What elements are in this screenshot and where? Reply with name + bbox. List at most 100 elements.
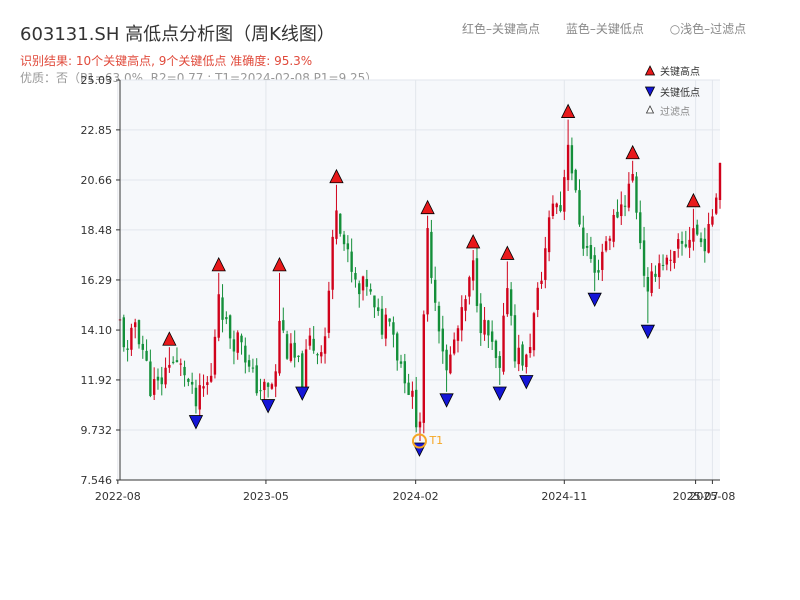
candle-body <box>574 169 577 191</box>
result-text: 识别结果: 10个关键高点, 9个关键低点 准确度: 95.3% <box>20 54 313 68</box>
candle-body <box>642 240 646 276</box>
candle-body <box>718 162 722 201</box>
key-low-marker <box>295 386 310 401</box>
candle-body <box>677 239 680 249</box>
key-high-marker <box>500 245 515 260</box>
candle-body <box>612 214 615 242</box>
candle-body <box>304 349 308 387</box>
candle-body <box>335 210 338 239</box>
candle-body <box>221 297 224 320</box>
candle-body <box>228 315 232 339</box>
candle-body <box>604 241 608 251</box>
key-high-marker <box>162 331 177 346</box>
chart-title: 603131.SH 高低点分析图（周K线图） <box>20 24 335 45</box>
candle-body <box>365 279 369 287</box>
x-tick-label: 2023-05 <box>243 490 289 503</box>
candle-body <box>168 364 171 368</box>
candle-body <box>616 211 619 218</box>
key-high-marker <box>466 234 481 249</box>
candle-body <box>517 347 520 365</box>
candle-body <box>194 387 198 407</box>
x-tick-label: 2025-08 <box>689 490 735 503</box>
candle-body <box>673 251 676 264</box>
key-high-marker <box>686 192 701 208</box>
candle-body <box>198 385 201 410</box>
candle-body <box>570 145 574 174</box>
top-legend: 红色–关键高点 蓝色–关键低点 ○浅色–过滤点 <box>462 20 746 37</box>
candle-body <box>582 227 585 249</box>
candle-body <box>430 231 433 278</box>
candle-body <box>388 318 391 322</box>
key-high-marker <box>211 256 226 272</box>
candle-body <box>597 270 600 273</box>
candle-body <box>380 308 384 335</box>
key-low-marker <box>260 399 276 414</box>
candle-body <box>278 320 281 374</box>
candle-body <box>175 360 179 363</box>
key-low-marker <box>519 375 534 390</box>
candle-body <box>494 340 498 358</box>
candle-body <box>206 382 209 385</box>
candle-body <box>369 289 372 292</box>
key-high-marker <box>625 144 640 160</box>
candle-body <box>509 289 513 316</box>
candle-body <box>669 259 672 261</box>
y-tick-label: 16.29 <box>81 274 113 287</box>
candle-body <box>263 381 266 391</box>
candle-body <box>183 366 186 376</box>
top-legend-filtered: ○浅色–过滤点 <box>669 22 747 36</box>
legend-filtered-label: 过滤点 <box>660 105 690 118</box>
candle-body <box>217 294 220 338</box>
candle-body <box>441 328 444 352</box>
legend-high-label: 关键高点 <box>660 65 700 78</box>
candle-body <box>521 344 524 366</box>
candle-body <box>179 363 182 365</box>
key-low-marker <box>439 393 454 408</box>
candle-body <box>426 228 429 315</box>
candle-body <box>282 320 285 331</box>
candle-body <box>601 251 604 270</box>
candle-body <box>540 280 543 284</box>
candle-body <box>171 361 175 363</box>
candle-body <box>152 379 156 395</box>
y-tick-label: 14.10 <box>81 324 113 337</box>
candle-body <box>490 331 494 342</box>
candle-body <box>483 319 486 335</box>
candle-body <box>661 264 665 266</box>
key-low-marker <box>492 386 507 401</box>
candle-body <box>403 361 407 384</box>
candle-body <box>658 263 661 278</box>
candle-body <box>559 205 562 212</box>
y-tick-label: 7.546 <box>81 474 113 487</box>
y-tick-label: 22.85 <box>81 124 113 137</box>
candle-body <box>578 190 581 225</box>
candle-body <box>547 217 551 253</box>
candle-body <box>437 305 441 332</box>
candle-body <box>699 238 703 243</box>
candle-body <box>301 353 304 390</box>
candle-body <box>464 299 467 311</box>
candle-body <box>396 333 399 361</box>
legend-filtered-icon <box>645 105 655 114</box>
candle-body <box>251 367 255 369</box>
candle-body <box>452 339 456 354</box>
candle-body <box>255 365 258 394</box>
candle-body <box>358 283 361 295</box>
candle-body <box>468 277 471 297</box>
x-tick-label: 2022-08 <box>95 490 141 503</box>
candle-body <box>460 307 463 331</box>
candle-body <box>240 335 243 343</box>
candle-body <box>126 348 129 350</box>
x-tick-label: 2024-02 <box>393 490 439 503</box>
candle-body <box>232 339 236 352</box>
candle-body <box>646 277 650 292</box>
candle-body <box>308 335 312 346</box>
candle-body <box>346 243 350 250</box>
candle-body <box>373 295 376 308</box>
y-tick-label: 20.66 <box>81 174 113 187</box>
candle-body <box>339 213 342 234</box>
candle-body <box>202 386 205 389</box>
candle-body <box>247 360 251 367</box>
candle-body <box>680 240 684 244</box>
candle-body <box>506 288 509 315</box>
